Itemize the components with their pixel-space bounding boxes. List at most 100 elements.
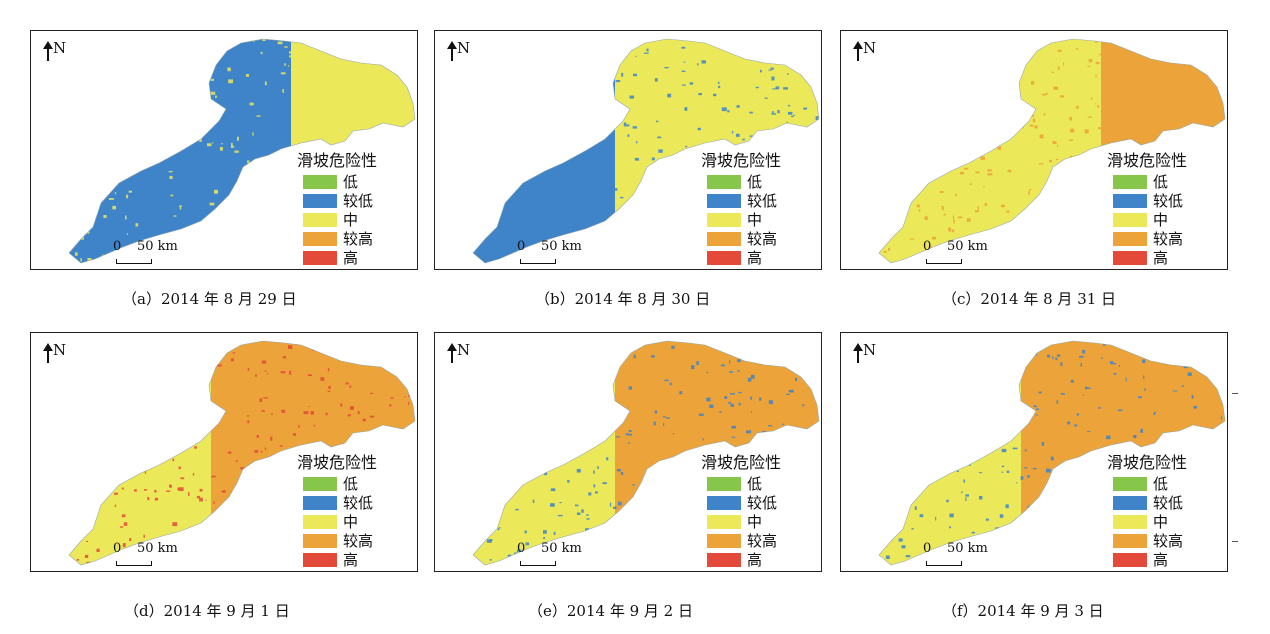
hazard-speckle xyxy=(586,514,589,516)
legend-swatch xyxy=(303,533,337,548)
hazard-speckle xyxy=(768,400,773,405)
hazard-speckle xyxy=(199,497,203,502)
hazard-speckle xyxy=(633,354,636,359)
hazard-speckle xyxy=(186,139,191,142)
hazard-speckle xyxy=(626,124,630,127)
hazard-speckle xyxy=(1217,449,1222,452)
hazard-speckle xyxy=(504,456,509,458)
hazard-speckle xyxy=(698,93,702,96)
hazard-speckle xyxy=(971,531,975,534)
hazard-speckle xyxy=(982,137,986,141)
hazard-speckle xyxy=(80,258,82,262)
hazard-speckle xyxy=(115,167,117,169)
hazard-speckle xyxy=(706,397,711,402)
hazard-speckle xyxy=(788,389,794,393)
hazard-speckle xyxy=(598,419,603,423)
scale-zero-label: 0 xyxy=(517,541,526,556)
hazard-speckle xyxy=(609,502,612,507)
hazard-speckle xyxy=(1106,435,1111,440)
scale-bar: 0 50 km xyxy=(517,541,637,567)
hazard-speckle xyxy=(200,44,205,47)
hazard-speckle xyxy=(399,128,403,130)
hazard-map xyxy=(472,340,820,566)
hazard-speckle xyxy=(114,410,119,414)
hazard-speckle xyxy=(571,97,577,102)
hazard-speckle xyxy=(584,141,587,145)
hazard-speckle xyxy=(337,40,340,42)
hazard-speckle xyxy=(187,394,191,399)
hazard-speckle xyxy=(952,215,954,220)
hazard-speckle xyxy=(728,341,733,342)
hazard-speckle xyxy=(193,393,197,396)
legend-swatch xyxy=(303,552,337,567)
legend-title: 滑坡危险性 xyxy=(297,453,378,472)
hazard-speckle xyxy=(880,77,883,81)
hazard-speckle xyxy=(550,433,553,437)
hazard-speckle xyxy=(190,394,196,397)
hazard-speckle xyxy=(885,555,890,559)
hazard-speckle xyxy=(718,85,721,89)
hazard-speckle xyxy=(112,205,116,210)
hazard-speckle xyxy=(1178,449,1182,453)
hazard-speckle xyxy=(802,404,805,407)
hazard-speckle xyxy=(215,95,217,98)
hazard-speckle xyxy=(923,110,928,112)
hazard-speckle xyxy=(284,149,286,152)
region-outline xyxy=(472,38,820,264)
hazard-speckle xyxy=(892,389,894,394)
hazard-speckle xyxy=(594,108,597,111)
hazard-speckle xyxy=(818,182,819,185)
hazard-speckle xyxy=(570,161,576,163)
hazard-speckle xyxy=(948,227,952,232)
hazard-speckle xyxy=(108,37,112,38)
hazard-speckle xyxy=(303,411,309,415)
legend-title: 滑坡危险性 xyxy=(1107,453,1188,472)
hazard-speckle xyxy=(1193,405,1197,409)
hazard-speckle xyxy=(103,215,107,218)
hazard-speckle xyxy=(483,171,486,175)
hazard-speckle xyxy=(473,398,474,403)
hazard-speckle xyxy=(995,87,998,91)
hazard-speckle xyxy=(202,416,208,419)
hazard-speckle xyxy=(125,168,130,173)
hazard-speckle xyxy=(172,458,175,462)
hazard-speckle xyxy=(1201,440,1206,442)
hazard-speckle xyxy=(401,107,405,110)
hazard-speckle xyxy=(554,68,558,71)
hazard-speckle xyxy=(664,487,667,492)
hazard-speckle xyxy=(137,39,142,40)
hazard-speckle xyxy=(102,422,107,425)
hazard-speckle xyxy=(476,438,478,442)
hazard-speckle xyxy=(973,413,978,416)
hazard-speckle xyxy=(120,58,126,60)
hazard-speckle xyxy=(345,382,349,385)
hazard-speckle xyxy=(473,158,474,161)
hazard-speckle xyxy=(612,341,617,342)
hazard-speckle xyxy=(1114,79,1117,83)
hazard-speckle xyxy=(404,396,406,398)
edge-tick xyxy=(1232,541,1238,542)
hazard-speckle xyxy=(966,218,971,222)
hazard-speckle xyxy=(561,115,564,120)
hazard-speckle xyxy=(1212,64,1217,68)
hazard-speckle xyxy=(482,109,485,111)
hazard-speckle xyxy=(170,117,174,121)
hazard-speckle xyxy=(479,258,484,260)
legend-swatch xyxy=(1113,174,1147,189)
hazard-speckle xyxy=(905,437,909,441)
hazard-speckle xyxy=(241,546,243,551)
hazard-speckle xyxy=(1199,140,1203,143)
hazard-speckle xyxy=(894,80,900,84)
hazard-speckle xyxy=(498,527,501,529)
hazard-speckle xyxy=(961,368,966,371)
hazard-speckle xyxy=(207,143,212,147)
hazard-speckle xyxy=(310,411,314,415)
hazard-speckle xyxy=(1088,58,1093,63)
hazard-speckle xyxy=(1076,105,1079,109)
hazard-speckle xyxy=(588,185,591,189)
hazard-speckle xyxy=(168,170,173,173)
hazard-speckle xyxy=(494,346,498,351)
hazard-speckle xyxy=(172,43,176,48)
hazard-speckle xyxy=(532,499,535,503)
hazard-speckle xyxy=(1154,411,1157,414)
